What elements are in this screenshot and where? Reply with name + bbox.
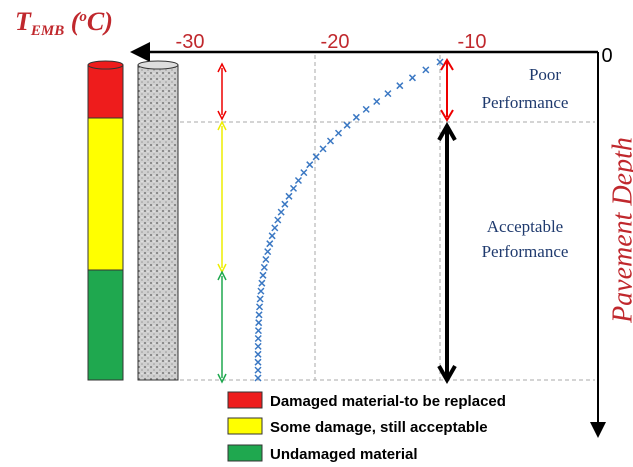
cross-marker (267, 241, 273, 247)
cross-marker (409, 75, 415, 81)
diagram: TEMB (oC) -30 -20 -10 0 Poor Performance… (0, 0, 633, 467)
legend-label: Undamaged material (270, 446, 418, 463)
cross-marker (269, 233, 275, 239)
cross-marker (255, 328, 261, 334)
legend-label: Some damage, still acceptable (270, 419, 488, 436)
tick-label: 0 (601, 45, 612, 67)
cross-marker (258, 288, 264, 294)
temperature-profile (255, 59, 443, 381)
cross-marker (290, 185, 296, 191)
zone-arrows (218, 60, 455, 382)
cross-marker (257, 296, 263, 302)
cross-marker (282, 201, 288, 207)
cross-marker (336, 130, 342, 136)
cross-marker (327, 138, 333, 144)
cross-marker (259, 280, 265, 286)
cross-marker (397, 83, 403, 89)
cross-marker (307, 162, 313, 168)
zone-label: Performance (482, 93, 569, 112)
cross-marker (344, 122, 350, 128)
cross-marker (255, 336, 261, 342)
cross-marker (295, 178, 301, 184)
cross-marker (320, 146, 326, 152)
tick-label: -20 (321, 31, 350, 53)
layer-column (88, 61, 178, 380)
cross-marker (255, 367, 261, 373)
ticks: -30 -20 -10 0 (176, 31, 613, 67)
cross-marker (255, 359, 261, 365)
cross-marker (263, 257, 269, 263)
cross-marker (385, 91, 391, 97)
cross-marker (256, 312, 262, 318)
zone-label: Acceptable (487, 217, 563, 236)
zone-label: Poor (529, 65, 561, 84)
cross-marker (260, 272, 266, 278)
tick-label: -30 (176, 31, 205, 53)
cross-marker (255, 343, 261, 349)
axis-title: TEMB (oC) (15, 7, 113, 39)
cross-marker (313, 154, 319, 160)
cross-marker (275, 217, 281, 223)
legend: Damaged material-to be replaced Some dam… (228, 392, 506, 463)
cross-marker (286, 193, 292, 199)
cross-marker (257, 304, 263, 310)
depth-label: Pavement Depth (607, 137, 633, 324)
tick-label: -10 (458, 31, 487, 53)
cross-marker (301, 170, 307, 176)
cross-marker (353, 114, 359, 120)
cross-marker (261, 264, 267, 270)
cross-marker (255, 351, 261, 357)
cross-marker (265, 249, 271, 255)
cross-marker (278, 209, 284, 215)
cross-marker (374, 99, 380, 105)
cross-marker (363, 106, 369, 112)
cross-marker (423, 67, 429, 73)
cross-marker (272, 225, 278, 231)
legend-label: Damaged material-to be replaced (270, 393, 506, 410)
zone-label: Performance (482, 242, 569, 261)
cross-marker (256, 320, 262, 326)
